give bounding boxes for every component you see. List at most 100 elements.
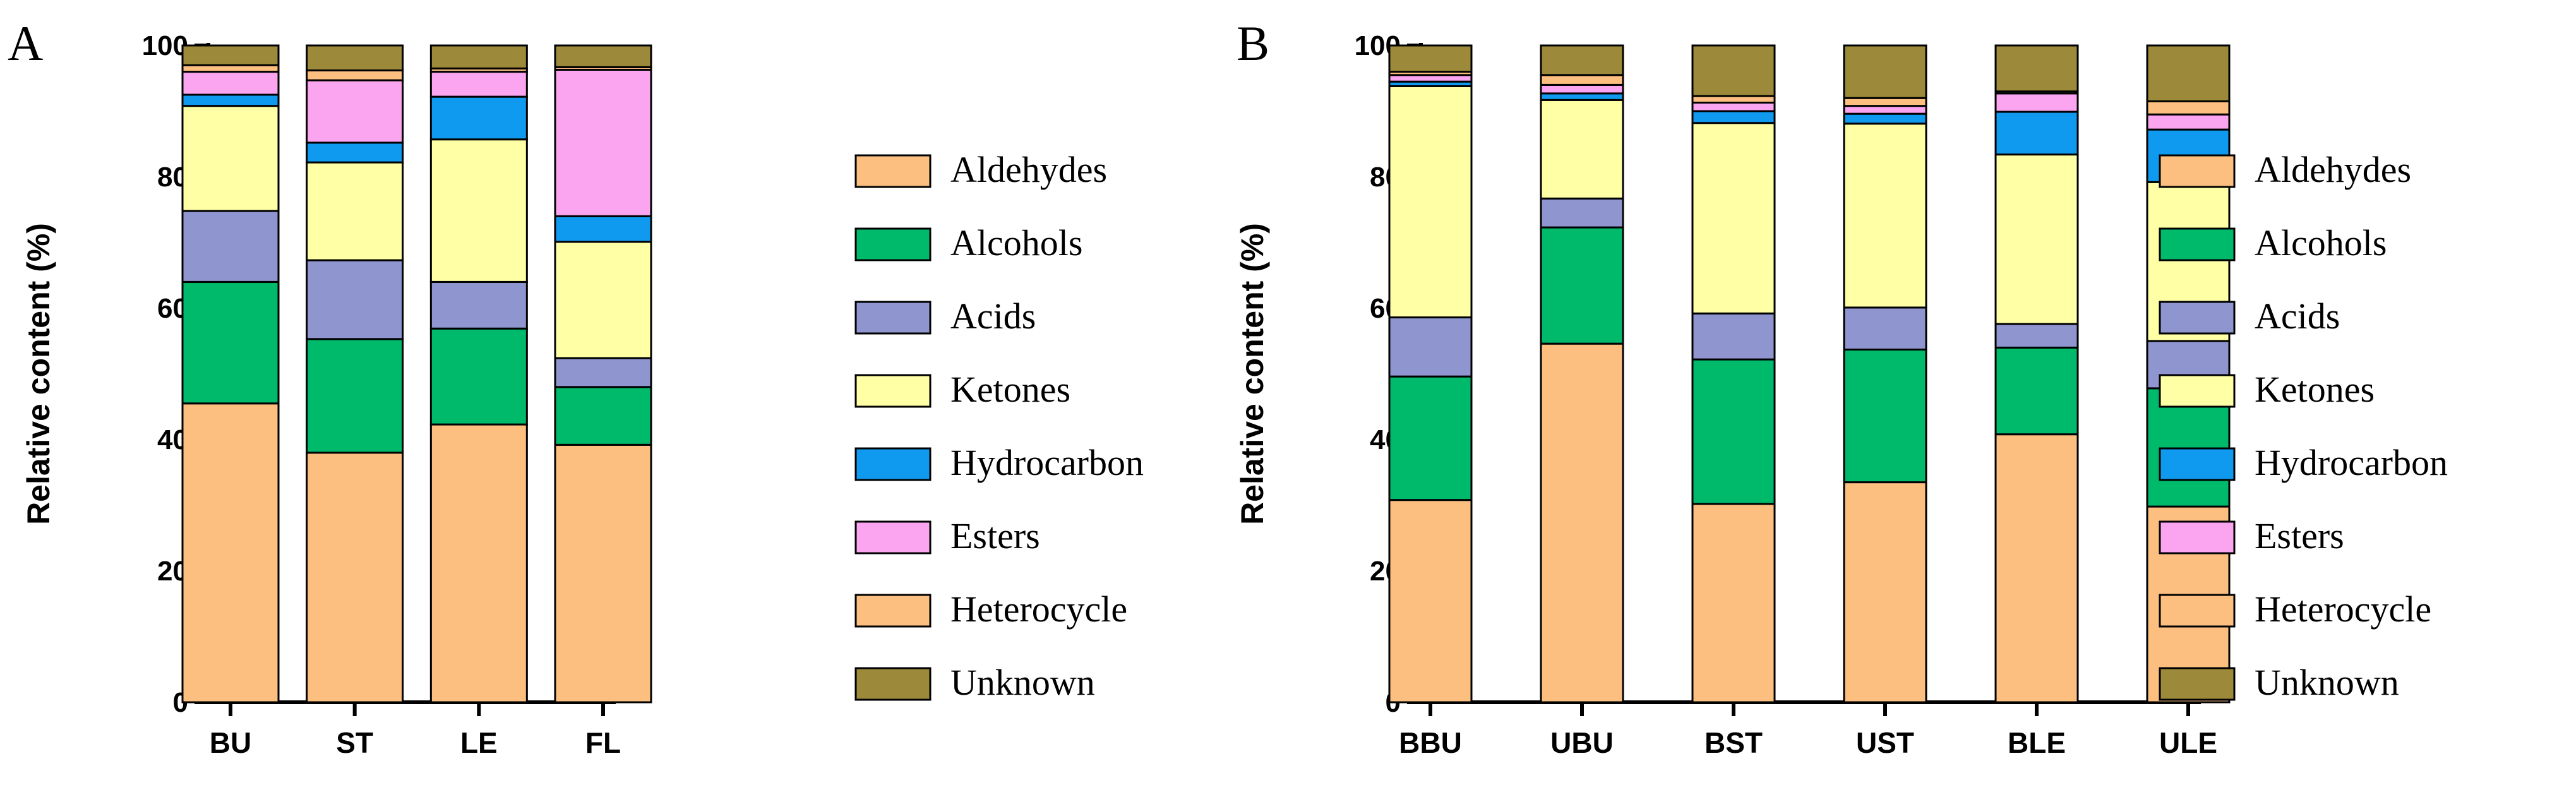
panel-b-bar-ubu-hydrocarbon — [1540, 92, 1624, 101]
panel-a-bar-fl-hydrocarbon — [554, 215, 652, 243]
panel-a-legend-swatch-ketones — [854, 374, 932, 408]
panel-b-label: B — [1237, 16, 1269, 71]
panel-a-x-tick-label: FL — [585, 726, 621, 759]
panel-b-bar-ble-alcohols — [1994, 346, 2079, 436]
panel-a-x-tick-label: LE — [460, 726, 498, 759]
panel-a-legend-swatch-alcohols — [854, 227, 932, 261]
panel-b-legend-label-unknown: Unknown — [2255, 662, 2399, 703]
panel-b-x-tick-label: ULE — [2159, 726, 2217, 759]
panel-b-bar-bbu-esters — [1388, 74, 1473, 83]
panel-a-legend-label-heterocycle: Heterocycle — [950, 589, 1127, 630]
panel-a-bar-le-unknown — [429, 44, 528, 69]
panel-a-bar-bu-aldehydes — [181, 402, 280, 704]
panel-a-legend-label-ketones: Ketones — [950, 369, 1070, 410]
panel-a-bar-st-unknown — [306, 44, 404, 72]
panel-b-bar-ubu-alcohols — [1540, 226, 1624, 345]
panel-b-bar-ubu-aldehydes — [1540, 342, 1624, 704]
panel-b-legend-swatch-ketones — [2159, 374, 2236, 408]
panel-b-x-tick-label: UBU — [1550, 726, 1614, 759]
panel-b-legend-label-ketones: Ketones — [2255, 369, 2375, 410]
panel-a-bar-fl-alcohols — [554, 386, 652, 446]
panel-b-legend-label-acids: Acids — [2255, 296, 2340, 337]
panel-a-legend-label-alcohols: Alcohols — [950, 222, 1082, 263]
panel-a-bar-fl-ketones — [554, 241, 652, 359]
panel-a-label: A — [8, 16, 43, 71]
panel-a-bar-bu-acids — [181, 210, 280, 283]
panel-b-legend-swatch-alcohols — [2159, 227, 2236, 261]
panel-a-bar-bu-heterocycle — [181, 64, 280, 73]
panel-a-legend-swatch-esters — [854, 520, 932, 554]
panel-b-chart: B020406080100Relative content (%)BBUUBUB… — [1235, 16, 2448, 759]
panel-a-legend-swatch-aldehydes — [854, 154, 932, 188]
panel-b-legend-label-heterocycle: Heterocycle — [2255, 589, 2431, 630]
panel-b-x-tick-label: BBU — [1399, 726, 1462, 759]
panel-b-bar-ust-unknown — [1843, 44, 1927, 99]
panel-a-bar-fl-aldehydes — [554, 443, 652, 704]
panel-b-bar-bst-unknown — [1691, 44, 1776, 97]
panel-b-bar-ust-alcohols — [1843, 349, 1927, 484]
panel-b-bar-bbu-alcohols — [1388, 375, 1473, 501]
panel-b-legend-swatch-esters — [2159, 520, 2236, 554]
panel-a-bar-bu-hydrocarbon — [181, 93, 280, 107]
panel-a-x-tick-label: BU — [210, 726, 251, 759]
panel-b-bar-ubu-heterocycle — [1540, 74, 1624, 86]
panel-b-legend-label-aldehydes: Aldehydes — [2255, 149, 2411, 190]
panel-a-bar-le-alcohols — [429, 327, 528, 426]
panel-a-y-axis-label: Relative content (%) — [21, 223, 56, 525]
panel-b-bar-ble-esters — [1994, 92, 2079, 113]
panel-a-legend-swatch-acids — [854, 301, 932, 335]
panel-b-legend-label-esters: Esters — [2255, 515, 2344, 556]
panel-b-legend-swatch-hydrocarbon — [2159, 447, 2236, 481]
panel-a-legend-label-unknown: Unknown — [950, 662, 1095, 703]
panel-a-bar-st-hydrocarbon — [306, 141, 404, 164]
panel-b-legend-label-hydrocarbon: Hydrocarbon — [2255, 442, 2448, 483]
panel-b-bar-ble-aldehydes — [1994, 433, 2079, 704]
panel-a-bar-bu-unknown — [181, 44, 280, 66]
panel-a-bar-st-alcohols — [306, 338, 404, 454]
panel-b-bar-ust-esters — [1843, 105, 1927, 115]
panel-b-bar-ule-heterocycle — [2146, 100, 2231, 116]
panel-b-bar-ust-heterocycle — [1843, 97, 1927, 107]
panel-b-bar-bbu-ketones — [1388, 85, 1473, 319]
panel-b-bar-bst-alcohols — [1691, 358, 1776, 505]
panel-a-bar-fl-acids — [554, 357, 652, 388]
panel-b-bar-ble-unknown — [1994, 44, 2079, 93]
panel-b-x-tick-label: BST — [1704, 726, 1763, 759]
panel-a-bar-st-ketones — [306, 161, 404, 261]
panel-b-bar-ubu-unknown — [1540, 44, 1624, 76]
panel-a-bar-st-aldehydes — [306, 452, 404, 704]
panel-b-legend-swatch-unknown — [2159, 667, 2236, 701]
panel-b-bar-ust-aldehydes — [1843, 481, 1927, 704]
panel-a-y-tick-label: 100 — [142, 30, 188, 61]
panel-a-bar-le-hydrocarbon — [429, 95, 528, 141]
panel-b-bar-ble-hydrocarbon — [1994, 111, 2079, 156]
panel-a-legend-label-aldehydes: Aldehydes — [950, 149, 1107, 190]
panel-b-bar-ubu-esters — [1540, 83, 1624, 95]
panel-b-bar-ble-acids — [1994, 323, 2079, 349]
panel-a-legend-label-acids: Acids — [950, 296, 1036, 337]
panel-a-bar-le-aldehydes — [429, 423, 528, 704]
panel-a-legend-label-hydrocarbon: Hydrocarbon — [950, 442, 1144, 483]
panel-a-legend-swatch-heterocycle — [854, 594, 932, 628]
panel-b-legend-swatch-heterocycle — [2159, 594, 2236, 628]
panel-a-bar-st-heterocycle — [306, 69, 404, 81]
panel-a-bar-st-esters — [306, 79, 404, 144]
panel-b-bar-ust-acids — [1843, 306, 1927, 351]
panel-b-bar-bst-aldehydes — [1691, 503, 1776, 704]
panel-a-legend-swatch-hydrocarbon — [854, 447, 932, 481]
panel-a-bar-fl-unknown — [554, 44, 652, 68]
panel-b-bar-bbu-aldehydes — [1388, 499, 1473, 704]
panel-a-bar-fl-esters — [554, 68, 652, 217]
panel-a-bar-le-acids — [429, 280, 528, 330]
panel-b-bar-bst-heterocycle — [1691, 95, 1776, 104]
panel-a-legend-swatch-unknown — [854, 667, 932, 701]
panel-b-bar-ubu-acids — [1540, 197, 1624, 229]
panel-b-bar-bbu-acids — [1388, 316, 1473, 378]
panel-b-bar-bst-esters — [1691, 101, 1776, 112]
panel-b-y-axis-label: Relative content (%) — [1235, 223, 1270, 525]
panel-a-bar-bu-esters — [181, 71, 280, 96]
panel-b-bar-ust-hydrocarbon — [1843, 112, 1927, 125]
panel-a-x-tick-label: ST — [336, 726, 373, 759]
